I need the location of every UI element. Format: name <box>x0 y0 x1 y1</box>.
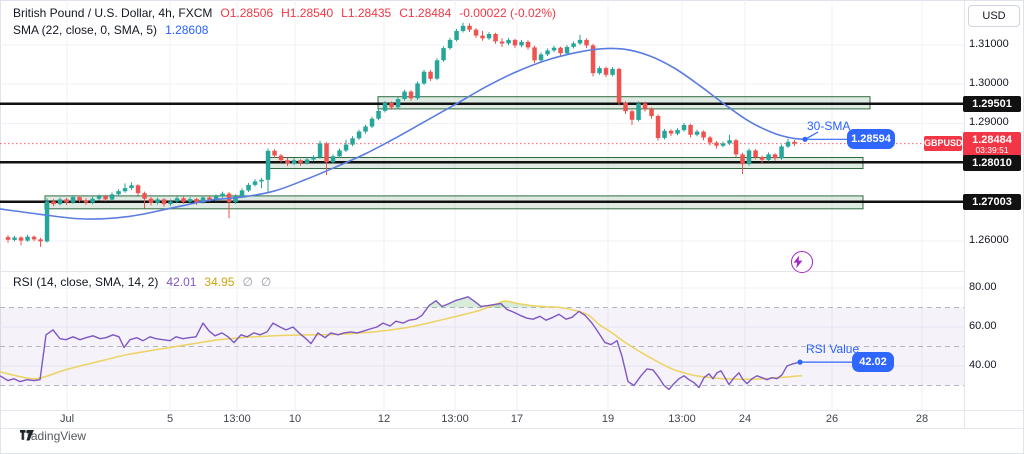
pane-separator[interactable] <box>0 271 964 272</box>
price-tick-1.29000: 1.29000 <box>969 116 1009 129</box>
ohlc-open: O1.28506 <box>220 6 274 20</box>
price-axis[interactable]: USD 1.31000 1.30000 1.29000 1.26000 80.00 60.… <box>965 0 1024 428</box>
price-tick-1.31000: 1.31000 <box>969 38 1009 50</box>
main-price-chart[interactable] <box>0 0 964 271</box>
last-price-value: 1.28484 <box>972 134 1012 146</box>
rsi-legend-value: 42.01 <box>166 275 197 289</box>
time-tick-8-13:00: 13:00 <box>668 413 696 425</box>
rsi-empty-slot-2: ∅ <box>260 275 272 289</box>
time-tick-3-10: 10 <box>288 413 302 425</box>
symbol-title: British Pound / U.S. Dollar, 4h, FXCM <box>13 6 213 20</box>
time-tick-11-28: 28 <box>915 413 929 425</box>
lightning-icon <box>793 255 803 269</box>
sma-marker-label[interactable]: 30-SMA <box>807 119 851 133</box>
time-axis[interactable]: Jul 5 13:00 10 12 13:00 17 19 13:00 24 26 28 <box>0 410 964 428</box>
tradingview-logo[interactable]: TradingView <box>20 429 86 443</box>
rsi-legend[interactable]: RSI (14, close, SMA, 14, 2) 42.01 34.95 … <box>13 275 271 289</box>
price-tick-1.30000: 1.30000 <box>969 77 1009 90</box>
rsi-value-badge: 42.02 <box>852 352 894 372</box>
currency-toggle-button[interactable]: USD <box>968 5 1020 27</box>
rsi-tick-60.00: 60.00 <box>969 320 997 332</box>
ohlc-low: L1.28435 <box>341 6 392 20</box>
time-tick-6-17: 17 <box>510 413 524 425</box>
bar-countdown: 03:39:51 <box>975 145 1009 155</box>
sma-legend[interactable]: SMA (22, close, 0, SMA, 5) 1.28608 <box>13 23 208 37</box>
time-tick-10-26: 26 <box>825 413 839 425</box>
time-axis-separator <box>0 410 1024 411</box>
sma-value-badge: 1.28594 <box>847 129 895 149</box>
tradingview-logo-text: TradingView <box>20 429 87 443</box>
tradingview-logo-icon <box>20 429 34 440</box>
rsi-marker-label[interactable]: RSI Value <box>806 342 860 356</box>
ohlc-high: H1.28540 <box>281 6 334 20</box>
time-tick-4-12: 12 <box>377 413 391 425</box>
sma-legend-value: 1.28608 <box>165 23 209 37</box>
ohlc-change: -0.00022 (-0.02%) <box>459 6 557 20</box>
rsi-ma-legend-value: 34.95 <box>204 275 235 289</box>
time-tick-9-24: 24 <box>738 413 752 425</box>
rsi-legend-name: RSI (14, close, SMA, 14, 2) <box>13 275 159 289</box>
rsi-empty-slot-1: ∅ <box>242 275 253 289</box>
symbol-legend[interactable]: British Pound / U.S. Dollar, 4h, FXCM O1… <box>13 6 556 20</box>
quick-trade-button[interactable] <box>791 251 813 273</box>
time-tick-0-Jul: Jul <box>59 413 75 425</box>
price-tick-1.26000: 1.26000 <box>969 234 1009 246</box>
time-tick-5-13:00: 13:00 <box>441 413 469 425</box>
level-badge-3: 1.27003 <box>963 193 1021 210</box>
time-tick-1-5: 5 <box>166 413 174 425</box>
rsi-tick-80.00: 80.00 <box>969 281 997 293</box>
symbol-price-flag: GBPUSD <box>924 136 963 151</box>
time-tick-2-13:00: 13:00 <box>223 413 251 425</box>
time-tick-7-19: 19 <box>601 413 615 425</box>
level-badge-2: 1.28010 <box>963 154 1021 171</box>
level-badge-1: 1.29501 <box>963 95 1021 112</box>
sma-legend-name: SMA (22, close, 0, SMA, 5) <box>13 23 158 37</box>
bottom-separator <box>0 428 1024 429</box>
rsi-indicator-chart[interactable] <box>0 271 964 410</box>
ohlc-close: C1.28484 <box>399 6 452 20</box>
price-axis-separator <box>964 0 965 428</box>
rsi-tick-40.00: 40.00 <box>969 359 997 371</box>
